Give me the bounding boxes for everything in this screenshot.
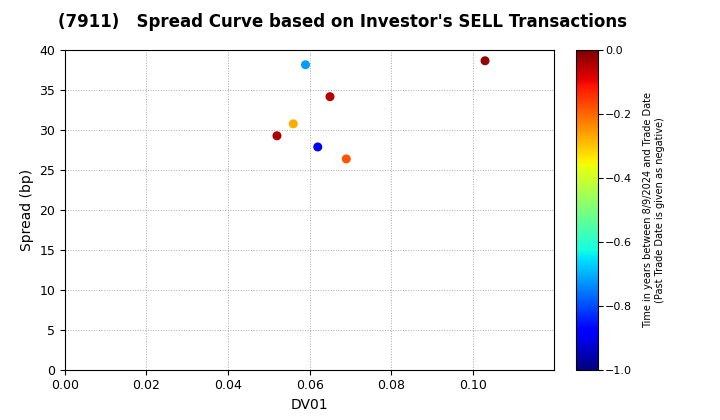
Point [480,58,491,64]
Point [271,132,283,139]
Point [300,61,311,68]
Point [287,121,299,127]
Y-axis label: Spread (bp): Spread (bp) [19,169,34,251]
Point [312,144,323,150]
Text: (7911)   Spread Curve based on Investor's SELL Transactions: (7911) Spread Curve based on Investor's … [58,13,626,31]
X-axis label: DV01: DV01 [291,398,328,412]
Point [324,93,336,100]
Y-axis label: Time in years between 8/9/2024 and Trade Date
(Past Trade Date is given as negat: Time in years between 8/9/2024 and Trade… [644,92,665,328]
Point [341,155,352,162]
